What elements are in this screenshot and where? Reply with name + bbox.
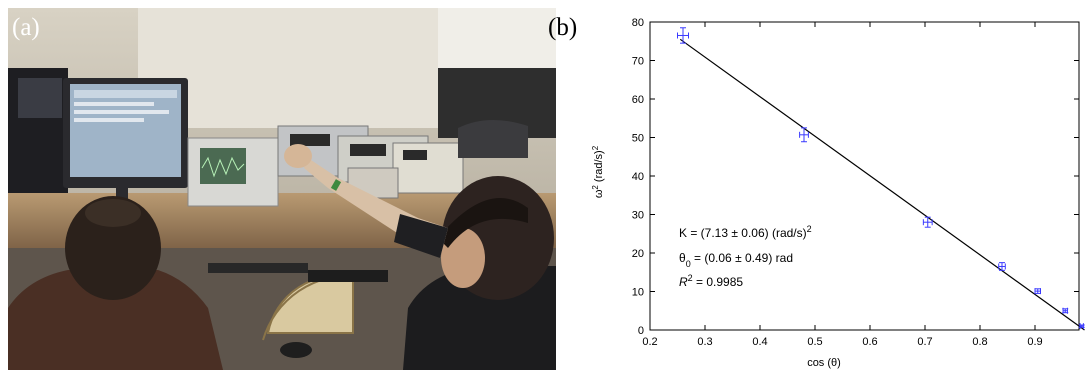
- chart-ticks: 0.2 0.3 0.4 0.5 0.6 0.7 0.8 0.90102030405060708…: [632, 17, 1079, 348]
- y-tick-label: 0: [638, 325, 644, 337]
- y-tick-label: 10: [632, 287, 644, 299]
- y-tick-label: 50: [632, 133, 644, 145]
- annotation-theta0-rest: = (0.06 ± 0.49) rad: [691, 251, 793, 265]
- annotation-r2: R2 = 0.9985: [679, 273, 743, 289]
- data-point: [1062, 307, 1069, 314]
- x-tick-label: 0.9: [1027, 336, 1042, 348]
- fit-line-group: [679, 38, 1085, 331]
- annotation-r2-sup: 2: [688, 273, 693, 283]
- annotation-theta0: θ0 = (0.06 ± 0.49) rad: [679, 251, 793, 269]
- x-tick-label: 0.6: [862, 336, 877, 348]
- y-tick-label: 60: [632, 94, 644, 106]
- y-tick-label: 70: [632, 56, 644, 68]
- y-tick-label: 80: [632, 17, 644, 29]
- annotation-r2-rest: = 0.9985: [693, 275, 744, 289]
- chart-panel: 0.2 0.3 0.4 0.5 0.6 0.7 0.8 0.9 0 10 20 30 40 50 60 70 8…: [580, 0, 1087, 370]
- annotation-k: K = (7.13 ± 0.06) (rad/s)2: [679, 224, 812, 240]
- annotation-theta0-sub: 0: [686, 259, 691, 269]
- data-point: [922, 216, 933, 228]
- y-axis-title: ω2 (rad/s)2: [591, 145, 606, 198]
- lab-photo-illustration: [8, 8, 556, 370]
- x-tick-label: 0.2: [642, 336, 657, 348]
- fit-line: [679, 38, 1085, 331]
- x-tick-label: 0.4: [752, 336, 767, 348]
- x-axis-title: cos (θ): [807, 357, 841, 369]
- annotation-k-text: K = (7.13 ± 0.06) (rad/s): [679, 226, 807, 240]
- data-point: [1078, 323, 1085, 330]
- data-point: [998, 262, 1006, 271]
- x-tick-label: 0.5: [807, 336, 822, 348]
- scatter-chart: 0.2 0.3 0.4 0.5 0.6 0.7 0.8 0.90102030405060708…: [591, 17, 1085, 369]
- y-axis-title-sup2: 2: [591, 145, 600, 150]
- panel-label-b: (b): [548, 14, 578, 41]
- y-tick-label: 20: [632, 248, 644, 260]
- y-axis-title-base: ω: [593, 189, 605, 198]
- data-points: [677, 27, 1085, 330]
- y-axis-title-mid: (rad/s): [593, 150, 605, 185]
- x-tick-label: 0.7: [917, 336, 932, 348]
- annotation-r2-base: R: [679, 275, 688, 289]
- y-axis-title-sup1: 2: [591, 185, 600, 190]
- data-point: [1034, 288, 1041, 295]
- x-tick-label: 0.8: [972, 336, 987, 348]
- y-tick-label: 40: [632, 171, 644, 183]
- y-tick-label: 30: [632, 210, 644, 222]
- annotation-k-sup: 2: [807, 224, 812, 234]
- x-tick-label: 0.3: [697, 336, 712, 348]
- data-point: [677, 27, 689, 44]
- annotation-theta0-base: θ: [679, 251, 686, 265]
- panel-label-a: (a): [12, 14, 40, 41]
- data-point: [799, 127, 809, 143]
- lab-photo: [8, 8, 556, 370]
